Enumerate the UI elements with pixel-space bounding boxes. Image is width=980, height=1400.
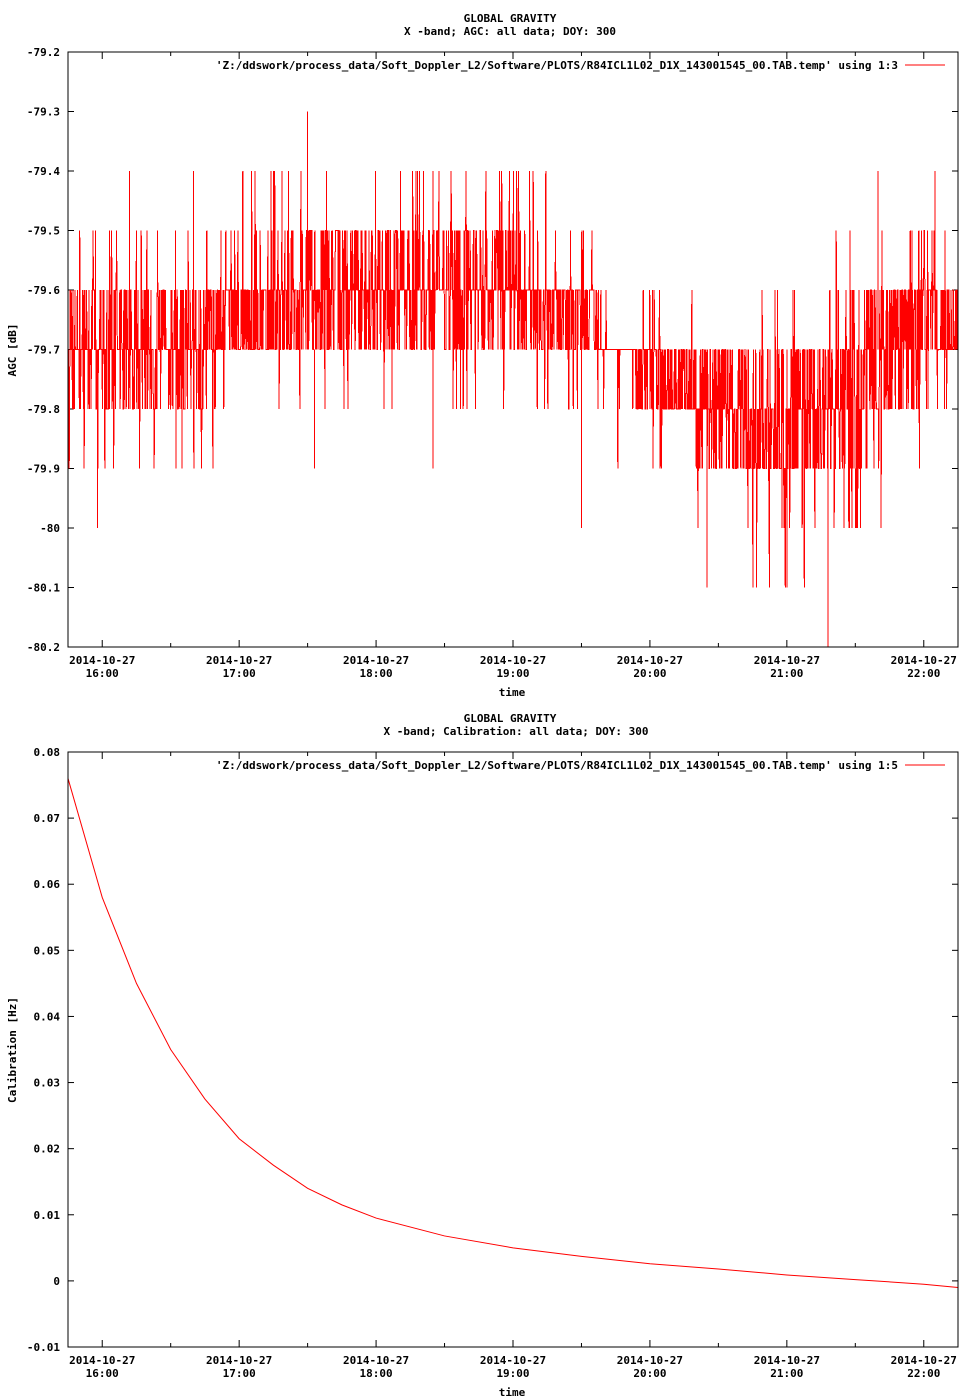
- x-tick-label-date: 2014-10-27: [617, 1354, 683, 1367]
- y-tick-label: -79.6: [27, 284, 60, 297]
- x-tick-label-time: 20:00: [633, 1367, 666, 1380]
- plot-frame: [67, 51, 959, 648]
- y-tick-label: 0: [53, 1275, 60, 1288]
- y-tick-label: -79.2: [27, 46, 60, 59]
- y-tick-label: -79.5: [27, 225, 60, 238]
- x-tick-label-date: 2014-10-27: [343, 654, 409, 667]
- x-tick-label-time: 21:00: [770, 667, 803, 680]
- y-tick-label: 0.04: [34, 1010, 61, 1023]
- legend-label: 'Z:/ddswork/process_data/Soft_Doppler_L2…: [216, 759, 898, 772]
- y-tick-label: 0.06: [34, 878, 61, 891]
- x-tick-label-date: 2014-10-27: [206, 654, 272, 667]
- x-tick-label-date: 2014-10-27: [754, 654, 820, 667]
- chart-title: GLOBAL GRAVITY: [464, 712, 557, 725]
- x-tick-label-time: 18:00: [360, 667, 393, 680]
- x-tick-label-time: 17:00: [223, 667, 256, 680]
- chart-title: GLOBAL GRAVITY: [464, 12, 557, 25]
- calibration-chart: GLOBAL GRAVITY X -band; Calibration: all…: [6, 712, 959, 1399]
- x-axis-label: time: [499, 686, 526, 699]
- x-tick-label-date: 2014-10-27: [480, 1354, 546, 1367]
- x-tick-label-time: 20:00: [633, 667, 666, 680]
- y-tick-label: 0.03: [34, 1077, 61, 1090]
- y-tick-label: -79.4: [27, 165, 60, 178]
- y-tick-label: 0.05: [34, 944, 61, 957]
- x-tick-label-date: 2014-10-27: [343, 1354, 409, 1367]
- agc-series-line: [68, 111, 958, 647]
- y-axis-label: Calibration [Hz]: [6, 997, 19, 1103]
- x-tick-label-date: 2014-10-27: [617, 654, 683, 667]
- legend-label: 'Z:/ddswork/process_data/Soft_Doppler_L2…: [216, 59, 898, 72]
- y-tick-label: -79.8: [27, 403, 60, 416]
- y-tick-label: 0.08: [34, 746, 61, 759]
- x-tick-label-date: 2014-10-27: [754, 1354, 820, 1367]
- y-tick-label: 0.01: [34, 1209, 61, 1222]
- calibration-series-line: [67, 778, 959, 1288]
- chart-subtitle: X -band; Calibration: all data; DOY: 300: [384, 725, 649, 738]
- y-tick-label: -80: [40, 522, 60, 535]
- x-tick-label-time: 22:00: [907, 667, 940, 680]
- y-tick-label: -79.7: [27, 344, 60, 357]
- x-tick-label-date: 2014-10-27: [480, 654, 546, 667]
- y-tick-label: -80.1: [27, 582, 60, 595]
- x-tick-label-date: 2014-10-27: [206, 1354, 272, 1367]
- y-tick-label: -79.3: [27, 106, 60, 119]
- x-tick-label-time: 16:00: [86, 1367, 119, 1380]
- y-tick-label: 0.02: [34, 1143, 61, 1156]
- y-tick-label: -80.2: [27, 641, 60, 654]
- x-tick-label-time: 21:00: [770, 1367, 803, 1380]
- x-tick-label-date: 2014-10-27: [69, 654, 135, 667]
- plot-frame: [67, 751, 959, 1348]
- chart-subtitle: X -band; AGC: all data; DOY: 300: [404, 25, 616, 38]
- x-tick-label-date: 2014-10-27: [891, 1354, 957, 1367]
- x-tick-label-time: 19:00: [496, 667, 529, 680]
- x-tick-label-time: 22:00: [907, 1367, 940, 1380]
- x-tick-label-time: 18:00: [360, 1367, 393, 1380]
- y-tick-label: -79.9: [27, 463, 60, 476]
- y-axis-label: AGC [dB]: [6, 324, 19, 377]
- x-tick-label-time: 17:00: [223, 1367, 256, 1380]
- x-axis-label: time: [499, 1386, 526, 1399]
- x-tick-label-date: 2014-10-27: [69, 1354, 135, 1367]
- agc-chart: GLOBAL GRAVITY X -band; AGC: all data; D…: [6, 12, 959, 699]
- x-tick-label-date: 2014-10-27: [891, 654, 957, 667]
- y-tick-label: 0.07: [34, 812, 61, 825]
- y-tick-label: -0.01: [27, 1341, 60, 1354]
- x-tick-label-time: 16:00: [86, 667, 119, 680]
- x-tick-label-time: 19:00: [496, 1367, 529, 1380]
